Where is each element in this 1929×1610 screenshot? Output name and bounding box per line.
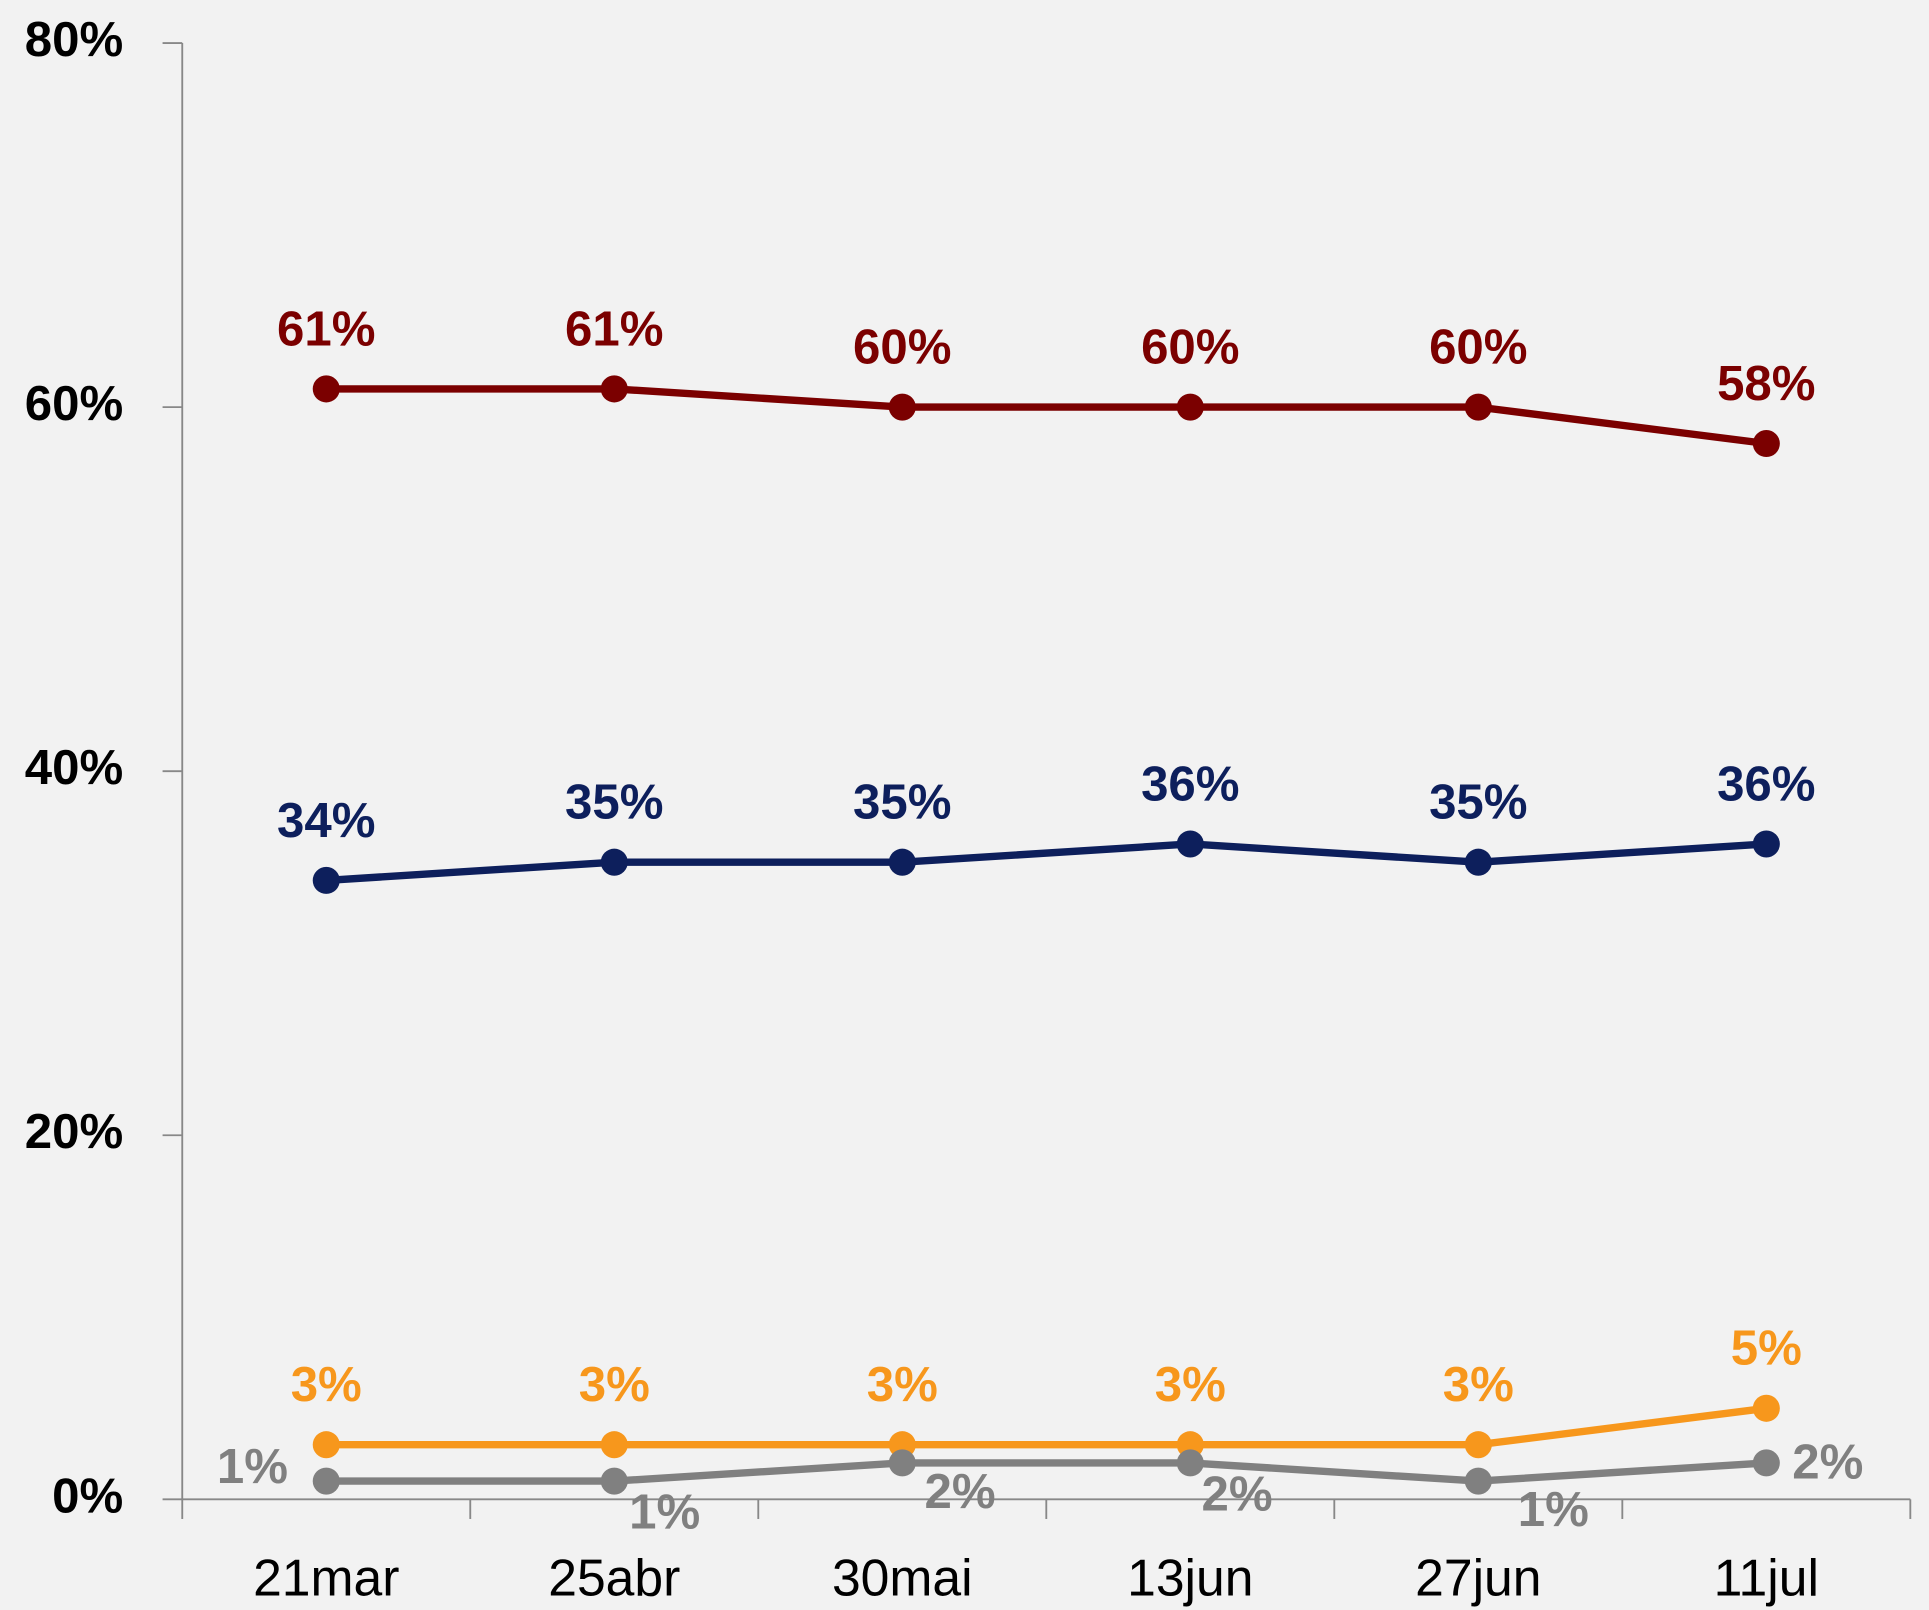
point xyxy=(312,1431,340,1459)
point xyxy=(1752,429,1780,458)
data-label: 1% xyxy=(629,1485,700,1540)
data-label: 35% xyxy=(1429,775,1527,830)
data-label: 36% xyxy=(1717,756,1815,811)
point xyxy=(1176,393,1204,421)
x-tick-label: 13jun xyxy=(1127,1548,1253,1606)
point xyxy=(1176,1449,1204,1477)
point xyxy=(1464,393,1492,421)
point xyxy=(1752,1449,1780,1477)
data-label: 3% xyxy=(579,1357,650,1412)
data-label: 60% xyxy=(1429,320,1527,375)
x-tick-label: 27jun xyxy=(1415,1548,1541,1606)
x-tick-label: 30mai xyxy=(832,1548,973,1606)
point xyxy=(312,375,340,403)
data-label: 61% xyxy=(565,301,663,356)
data-label: 3% xyxy=(1443,1357,1514,1412)
x-tick-label: 25abr xyxy=(548,1548,680,1606)
x-tick-label: 21mar xyxy=(253,1548,399,1606)
point xyxy=(1176,830,1204,858)
point xyxy=(600,1467,628,1495)
data-label: 2% xyxy=(925,1464,996,1519)
point xyxy=(888,1449,916,1477)
data-label: 3% xyxy=(1155,1357,1226,1412)
data-label: 60% xyxy=(853,320,951,375)
data-label: 1% xyxy=(1518,1482,1589,1537)
data-label: 60% xyxy=(1141,320,1239,375)
point xyxy=(1752,1394,1780,1422)
series-line xyxy=(326,1459,1767,1485)
point xyxy=(600,1431,628,1459)
y-tick-label: 40% xyxy=(25,740,123,795)
point xyxy=(888,393,916,421)
y-tick-label: 60% xyxy=(25,376,123,431)
point xyxy=(1752,830,1780,858)
data-label: 35% xyxy=(565,775,663,830)
point xyxy=(312,1467,340,1495)
x-tick-label: 11jul xyxy=(1714,1548,1819,1606)
point xyxy=(888,848,916,876)
data-label: 35% xyxy=(853,775,951,830)
point xyxy=(1464,1431,1492,1459)
y-tick-label: 0% xyxy=(52,1468,123,1523)
point xyxy=(312,866,340,894)
data-label: 1% xyxy=(217,1439,288,1494)
data-label: 58% xyxy=(1717,356,1815,411)
data-label: 2% xyxy=(1792,1434,1863,1489)
point xyxy=(1464,1467,1492,1495)
data-label: 36% xyxy=(1141,756,1239,811)
point xyxy=(1464,848,1492,876)
data-label: 3% xyxy=(867,1357,938,1412)
y-tick-label: 20% xyxy=(25,1104,123,1159)
data-label: 2% xyxy=(1201,1466,1272,1521)
series-line xyxy=(326,1404,1767,1449)
data-label: 5% xyxy=(1731,1321,1802,1376)
data-label: 34% xyxy=(277,793,375,848)
series-line xyxy=(326,840,1767,885)
data-label: 61% xyxy=(277,301,375,356)
y-tick-label: 80% xyxy=(25,12,123,67)
point xyxy=(600,848,628,876)
series-line xyxy=(326,385,1767,448)
point xyxy=(600,375,628,403)
data-label: 3% xyxy=(291,1357,362,1412)
